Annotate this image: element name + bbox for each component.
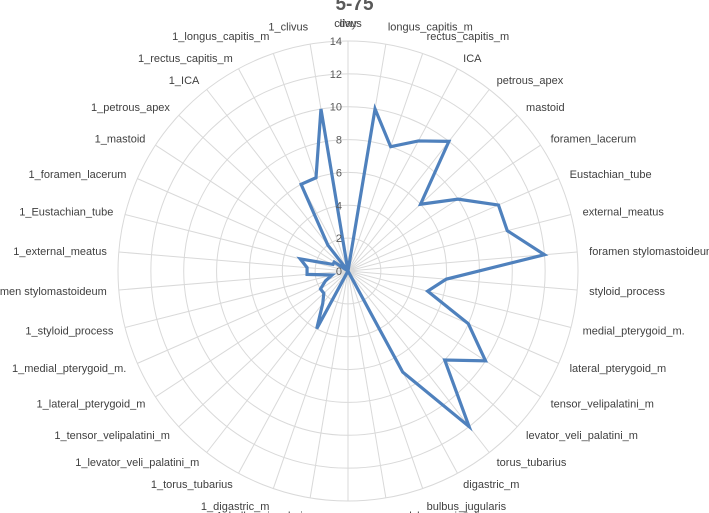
series-line (296, 103, 549, 432)
category-label: 1_Eustachian_tube (19, 207, 113, 219)
category-label: foramen stylomastoideum (589, 246, 709, 258)
grid-spoke (206, 270, 349, 453)
category-label: 1_rectus_capitis_m (138, 53, 233, 65)
grid-spoke (238, 68, 349, 272)
category-label: Eustachian_tube (570, 169, 652, 181)
grid-spoke (155, 144, 349, 272)
grid-spoke (272, 53, 349, 272)
category-label: 1_clivus (268, 21, 308, 33)
grid-spoke (347, 270, 387, 498)
axis-tick-label: 12 (330, 69, 342, 81)
axis-tick-label: 14 (330, 36, 342, 48)
grid-spoke (347, 270, 572, 328)
grid-spoke (178, 114, 349, 272)
axis-tick-label: 10 (330, 102, 342, 114)
category-label: external_meatus (583, 207, 665, 219)
category-label: digastric_m (463, 479, 519, 491)
grid-spoke (272, 270, 349, 489)
category-label: 1_longus_capitis_m (172, 31, 269, 43)
category-label: clivus (334, 18, 362, 30)
category-label: bulbus_jugularis (427, 501, 507, 513)
grid-spoke (347, 68, 458, 272)
category-label: lateral_pterygoid_m (570, 363, 667, 375)
grid-spoke (347, 53, 424, 272)
category-label: 1_digastric_m (201, 501, 269, 513)
grid-spoke (124, 270, 349, 328)
grid-spoke (347, 270, 541, 398)
axis-tick-label: 2 (336, 233, 342, 245)
radar-series (296, 103, 549, 432)
grid-spoke (137, 270, 349, 364)
category-label: 1_styloid_process (25, 325, 114, 337)
radar-tick-labels: 0 2 4 6 8 10 12 14 day (330, 18, 358, 278)
category-label: longus_capitis_m (388, 21, 473, 33)
axis-tick-label: 0 (336, 266, 342, 278)
grid-spoke (347, 214, 572, 272)
axis-tick-label: 4 (336, 200, 342, 212)
grid-spoke (178, 270, 349, 428)
grid-spoke (347, 178, 559, 272)
category-label: 1_ICA (169, 75, 200, 87)
category-label: petrous_apex (497, 75, 564, 87)
category-label: 1_petrous_apex (91, 102, 170, 114)
chart-title: 5-75 (335, 0, 374, 15)
category-label: mastoid (526, 102, 565, 114)
grid-spoke (118, 251, 349, 272)
category-label: foramen_lacerum (551, 134, 637, 146)
grid-spoke (347, 270, 578, 291)
grid-spoke (347, 270, 559, 364)
category-label: 1_external_meatus (13, 246, 107, 258)
category-label: 1_bulbus_jugularis (216, 511, 308, 513)
grid-spoke (347, 144, 541, 272)
grid-spoke (347, 114, 518, 272)
grid-spoke (309, 270, 349, 498)
grid-spoke (347, 89, 490, 272)
category-label: 1_foramen stylomastoideum (0, 286, 107, 298)
category-label: 1_lateral_pterygoid_m (37, 398, 146, 410)
grid-spoke (137, 178, 349, 272)
category-label: rectus_capitis_m (427, 31, 510, 43)
category-label: 1_foramen_lacerum (29, 169, 127, 181)
category-label: medial_pterygoid_m. (583, 325, 685, 337)
category-label: styloid_process (589, 286, 665, 298)
category-label: 1_mastoid (95, 134, 146, 146)
category-label: torus_tubarius (497, 457, 567, 469)
category-label: 1_medial_pterygoid_m. (12, 363, 126, 375)
category-label: condylus_occipitalis (388, 511, 486, 513)
series-label: day (339, 18, 357, 30)
grid-spoke (347, 270, 424, 489)
category-label: ICA (463, 53, 482, 65)
axis-tick-label: 8 (336, 135, 342, 147)
category-label: 1_torus_tubarius (151, 479, 233, 491)
category-label: tensor_velipalatini_m (551, 398, 654, 410)
axis-tick-label: 6 (336, 167, 342, 179)
grid-spoke (347, 270, 518, 428)
category-label: 1_levator_veli_palatini_m (75, 457, 199, 469)
category-label: levator_veli_palatini_m (526, 430, 638, 442)
category-label: 1_tensor_velipalatini_m (54, 430, 170, 442)
grid-spoke (155, 270, 349, 398)
